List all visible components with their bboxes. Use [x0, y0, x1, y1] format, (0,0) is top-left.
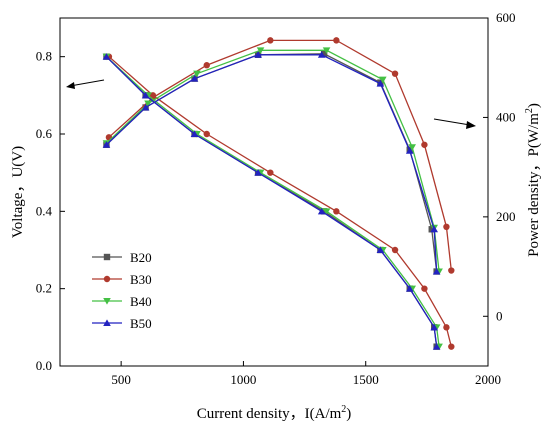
legend-item-b20: B20: [92, 250, 152, 265]
power-point-b40: [144, 100, 152, 108]
plot-series: [102, 37, 455, 351]
y-left-tick-label: 0.8: [36, 49, 52, 64]
legend-marker: [103, 275, 111, 283]
voltage-point-b50: [317, 207, 326, 215]
voltage-point-b30: [203, 130, 210, 138]
series-b30: [105, 37, 455, 350]
legend-marker: [103, 253, 111, 261]
x-tick-label: 500: [111, 372, 131, 387]
power-point-b30: [391, 70, 399, 77]
power-point-b50: [376, 80, 385, 87]
voltage-point-b50: [102, 53, 111, 60]
y-axis-right: 0 200 400 600: [483, 10, 516, 323]
power-point-b50: [254, 51, 262, 58]
voltage-point-b30: [448, 343, 455, 350]
x-axis: 500 1000 1500 2000: [111, 361, 501, 387]
power-point-b50: [432, 267, 441, 275]
legend-label: B30: [130, 272, 152, 287]
power-point-b30: [448, 267, 455, 274]
power-point-b20: [428, 226, 435, 233]
plot-frame: [59, 17, 489, 367]
x-tick-label: 1500: [353, 372, 379, 387]
y-right-tick-label: 200: [496, 209, 516, 224]
y-axis-left: 0.0 0.2 0.4 0.6 0.8: [36, 49, 65, 373]
power-point-b50: [141, 103, 150, 111]
voltage-line-b40: [106, 56, 440, 347]
power-point-b50: [190, 75, 199, 82]
y-left-tick-label: 0.4: [36, 203, 53, 218]
power-point-b30: [443, 223, 450, 230]
legend-label: B40: [130, 294, 152, 309]
power-point-b40: [408, 144, 416, 151]
power-point-b30: [267, 37, 274, 44]
voltage-point-b50: [432, 343, 441, 350]
power-point-b30: [333, 37, 340, 44]
voltage-point-b50: [430, 323, 438, 331]
series-b40: [102, 47, 443, 351]
legend-marker: [103, 319, 111, 326]
voltage-point-b50: [376, 246, 385, 253]
power-line-b30: [108, 39, 452, 271]
voltage-point-b30: [443, 324, 450, 331]
power-point-b40: [193, 70, 201, 78]
voltage-point-b50: [405, 285, 414, 292]
x-axis-title: Current density，I(A/m2): [197, 404, 352, 422]
power-line-b40: [106, 49, 440, 272]
y-right-tick-label: 400: [496, 109, 516, 124]
power-point-b40: [379, 76, 387, 84]
legend-label: B20: [130, 250, 152, 265]
power-point-b30: [203, 62, 210, 69]
power-point-b50: [405, 147, 414, 154]
y-left-tick-label: 0.6: [36, 126, 53, 141]
legend-label: B50: [130, 316, 152, 331]
voltage-point-b20: [320, 208, 328, 215]
y-left-tick-label: 0.2: [36, 281, 52, 296]
voltage-point-b30: [391, 246, 399, 254]
arrow-right-indicator: [433, 118, 476, 129]
power-line-b20: [106, 53, 438, 272]
legend: B20 B30 B40 B50: [92, 250, 152, 331]
power-line-b50: [106, 54, 438, 272]
y-left-tick-label: 0.0: [36, 358, 52, 373]
x-tick-label: 1000: [230, 372, 256, 387]
legend-item-b30: B30: [92, 272, 152, 287]
voltage-point-b50: [190, 130, 199, 137]
y-axis-right-title: Power density，P(W/m2): [524, 103, 542, 257]
voltage-point-b30: [267, 169, 274, 176]
power-point-b50: [317, 51, 326, 58]
voltage-point-b40: [322, 208, 331, 215]
legend-marker: [103, 298, 111, 305]
arrow-left-indicator: [66, 79, 105, 89]
voltage-point-b30: [333, 208, 340, 215]
power-point-b40: [322, 47, 331, 54]
series-b50: [102, 51, 441, 350]
voltage-line-b30: [108, 56, 452, 347]
voltage-point-b50: [254, 169, 262, 176]
power-point-b30: [421, 141, 428, 148]
power-point-b50: [102, 141, 111, 148]
voltage-point-b30: [421, 285, 428, 292]
y-axis-left-title: Voltage，U(V): [10, 146, 26, 238]
legend-item-b50: B50: [92, 316, 152, 331]
y-right-tick-label: 600: [496, 10, 516, 25]
power-point-b50: [430, 225, 438, 233]
voltage-point-b50: [141, 91, 150, 99]
power-point-b20: [320, 50, 328, 57]
power-point-b40: [256, 47, 265, 54]
x-tick-label: 2000: [475, 372, 501, 387]
legend-item-b40: B40: [92, 294, 152, 309]
y-right-tick-label: 0: [496, 308, 503, 323]
